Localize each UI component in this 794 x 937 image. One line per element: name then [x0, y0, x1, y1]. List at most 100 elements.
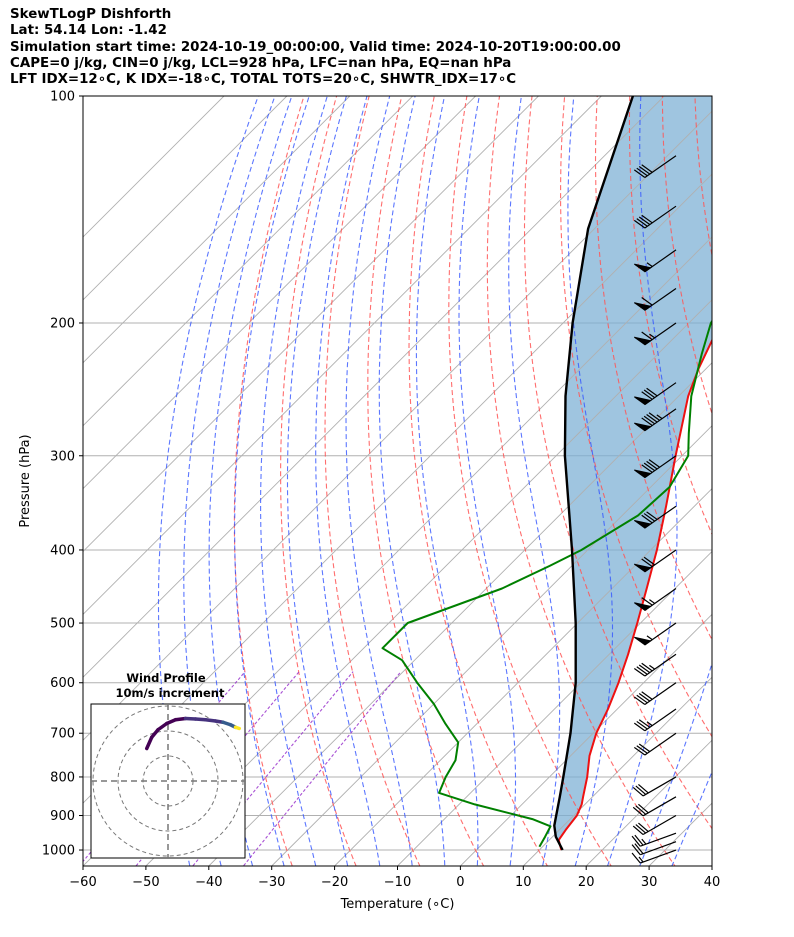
wind-barb-half-flag: [656, 414, 663, 420]
wind-barb-flag: [641, 417, 653, 427]
chart-header: SkewTLogP Dishforth Lat: 54.14 Lon: -1.4…: [10, 7, 621, 88]
wind-barb-flag: [634, 843, 644, 855]
wind-barb-flag: [633, 746, 646, 756]
wind-barb-staff: [642, 776, 677, 797]
x-tick-label: 10: [515, 875, 532, 890]
dry-adiabat: [661, 96, 712, 416]
wind-barb: [632, 815, 677, 836]
moist-adiabat: [567, 96, 614, 866]
isotherm-line: [83, 96, 225, 238]
wind-barb-flag: [636, 666, 648, 675]
y-tick-label: 300: [50, 449, 75, 464]
wind-barb: [632, 776, 677, 797]
dry-adiabat: [789, 62, 794, 882]
hodograph-trace-segment: [145, 735, 154, 751]
wind-barb-flag: [631, 844, 641, 856]
wind-barb-pennant: [634, 469, 652, 479]
wind-barb-flag: [641, 391, 653, 400]
wind-barb-flag: [633, 696, 646, 706]
wind-barb-flag: [648, 412, 660, 421]
x-tick-label: −20: [321, 875, 348, 890]
y-axis-label: Pressure (hPa): [18, 434, 33, 527]
wind-barb-flag: [632, 806, 644, 817]
wind-barb-pennant: [634, 602, 652, 611]
y-tick-label: 400: [50, 543, 75, 558]
wind-barb-flag: [633, 722, 646, 732]
wind-barb: [634, 322, 677, 346]
moist-adiabat: [234, 96, 310, 866]
dry-adiabat: [758, 62, 794, 882]
moist-adiabat: [183, 96, 276, 866]
wind-barb: [632, 796, 677, 817]
wind-barb-staff: [644, 682, 677, 706]
wind-barb-flag: [638, 216, 651, 226]
wind-barb-staff: [640, 832, 677, 847]
wind-barb-flag: [638, 822, 649, 832]
wind-barb: [631, 832, 677, 847]
wind-barb-flag: [633, 169, 646, 178]
x-tick-label: −60: [69, 875, 96, 890]
moist-adiabat: [157, 96, 259, 866]
wind-barb: [634, 287, 677, 311]
wind-barb-flag: [643, 389, 656, 399]
y-tick-label: 700: [50, 727, 75, 742]
hodograph-ring: [117, 730, 219, 832]
wind-barb: [634, 408, 677, 432]
wind-barb-half-flag: [646, 635, 653, 641]
wind-barb-flag: [646, 460, 658, 470]
wind-barb-flag: [638, 719, 651, 728]
isotherm-line: [334, 487, 712, 866]
wind-barb-pennant: [634, 422, 652, 432]
moist-adiabat: [208, 96, 293, 866]
moist-adiabat: [508, 96, 561, 866]
isotherm-line: [208, 362, 712, 866]
cape-layer: [554, 96, 712, 850]
wind-barb-half-flag: [646, 721, 653, 727]
wind-barb-flag: [636, 720, 648, 730]
wind-barb-pennant: [634, 563, 652, 573]
wind-barb-staff: [644, 205, 677, 229]
wind-barb-flag: [641, 464, 653, 473]
moist-adiabat: [671, 770, 712, 866]
wind-barb-flag: [632, 787, 644, 797]
x-tick-label: −10: [384, 875, 411, 890]
wind-barb-flag: [638, 165, 651, 175]
hodograph-subtitle: 10m/s increment: [116, 686, 225, 700]
x-tick-label: −30: [258, 875, 285, 890]
wind-barb-flag: [631, 835, 641, 847]
cin-shaded-area: [554, 96, 712, 850]
y-tick-label: 800: [50, 770, 75, 785]
wind-barb: [634, 382, 677, 406]
moist-adiabat: [378, 96, 446, 866]
y-tick-label: 500: [50, 617, 75, 632]
moist-adiabat: [345, 96, 413, 866]
temperature-line: [557, 338, 712, 851]
moist-adiabat: [315, 96, 381, 866]
wind-barb-flag: [643, 513, 656, 522]
dry-adiabat: [280, 96, 357, 866]
wind-barb-pennant: [634, 302, 652, 311]
hodograph-trace-segment: [156, 721, 169, 732]
time-line: Simulation start time: 2024-10-19_00:00:…: [10, 39, 621, 55]
x-tick-label: 40: [704, 875, 721, 890]
wind-barb-flag: [638, 664, 651, 674]
wind-barb: [634, 588, 677, 611]
wind-barb-flag: [638, 743, 651, 753]
wind-barb-flag: [638, 784, 649, 794]
y-tick-label: 100: [50, 90, 75, 105]
dewpoint-line: [381, 319, 712, 848]
wind-barb-flag: [643, 556, 656, 566]
moist-adiabat: [286, 96, 349, 866]
wind-barb-staff: [644, 653, 677, 677]
wind-barb: [631, 849, 677, 864]
wind-barb: [633, 682, 677, 706]
isotherm-line: [711, 865, 712, 866]
wind-barb-pennant: [634, 396, 652, 406]
hodograph: Wind Profile 10m/s increment: [90, 671, 246, 859]
wind-barb-half-flag: [649, 599, 656, 604]
wind-barb-flag: [636, 694, 648, 704]
hodograph-title: Wind Profile: [126, 671, 206, 685]
wind-barb: [634, 455, 677, 479]
isotherm-line: [83, 96, 665, 678]
indices-line-2: LFT IDX=12∘C, K IDX=-18∘C, TOTAL TOTS=20…: [10, 72, 517, 88]
